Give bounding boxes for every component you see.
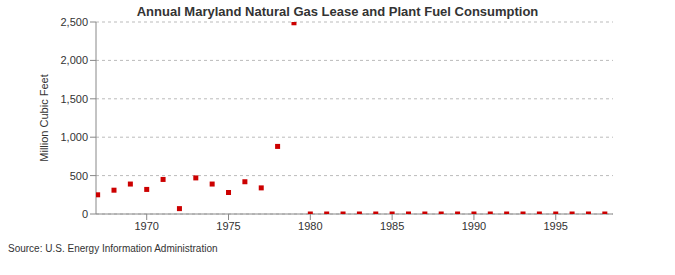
- svg-text:1990: 1990: [462, 220, 486, 232]
- svg-text:0: 0: [82, 208, 88, 220]
- svg-text:1,000: 1,000: [60, 131, 88, 143]
- svg-text:Million Cubic Feet: Million Cubic Feet: [38, 74, 50, 161]
- svg-text:1980: 1980: [298, 220, 322, 232]
- svg-text:1985: 1985: [380, 220, 404, 232]
- svg-text:1,500: 1,500: [60, 93, 88, 105]
- html-text:Source: U.S. Energy Informatio: Source: U.S. Energy Information Administ…: [8, 243, 218, 254]
- svg-text:1970: 1970: [134, 220, 158, 232]
- svg-text:500: 500: [70, 170, 88, 182]
- svg-text:2,000: 2,000: [60, 54, 88, 66]
- svg-text:1975: 1975: [216, 220, 240, 232]
- svg-text:1995: 1995: [543, 220, 567, 232]
- svg-text:2,500: 2,500: [60, 16, 88, 28]
- html-text:Annual Maryland Natural Gas Le: Annual Maryland Natural Gas Lease and Pl…: [136, 4, 539, 19]
